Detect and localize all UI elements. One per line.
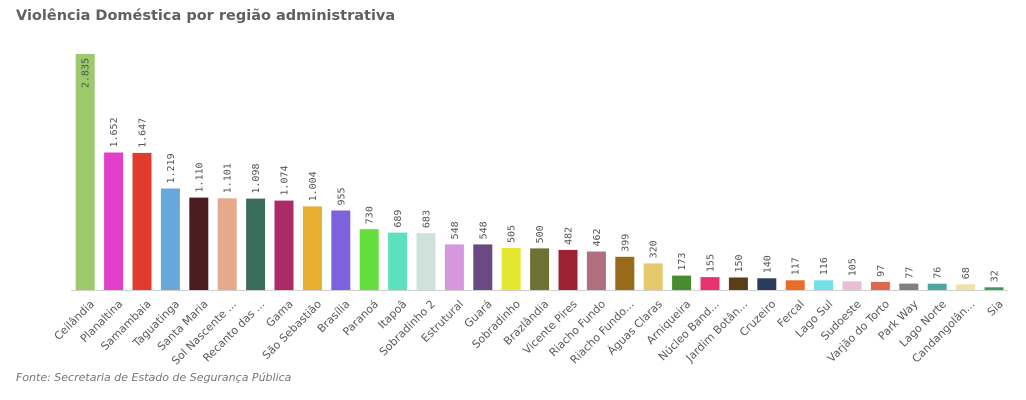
bar[interactable] — [473, 244, 493, 290]
bar-value-label: 548 — [450, 221, 461, 239]
bar[interactable] — [132, 152, 152, 290]
bar[interactable] — [842, 281, 862, 290]
bar-value-label: 689 — [393, 210, 404, 228]
bar-value-label: 155 — [706, 254, 717, 272]
bar[interactable] — [814, 280, 834, 290]
bar-value-label: 140 — [762, 255, 773, 273]
bar-value-label: 76 — [933, 267, 944, 279]
bar[interactable] — [615, 256, 635, 290]
bar[interactable] — [189, 197, 209, 290]
bar[interactable] — [217, 198, 237, 290]
bar[interactable] — [302, 206, 322, 290]
bar-value-label: 548 — [478, 221, 489, 239]
bar-value-label: 117 — [791, 257, 802, 275]
bar-value-label: 730 — [365, 206, 376, 224]
bar[interactable] — [530, 248, 550, 290]
bar-value-label: 1.110 — [194, 162, 205, 192]
bar-value-label: 173 — [677, 253, 688, 271]
bar[interactable] — [956, 284, 976, 290]
bar[interactable] — [558, 249, 578, 290]
bar[interactable] — [444, 244, 464, 290]
bar-value-label: 1.101 — [223, 163, 234, 193]
category-label: Sia — [985, 298, 1006, 319]
bar-value-label: 955 — [336, 187, 347, 205]
bar[interactable] — [104, 152, 124, 291]
bar-value-label: 116 — [819, 257, 830, 275]
bar[interactable] — [785, 280, 805, 290]
bar-value-label: 2.835 — [81, 58, 92, 88]
bar-value-label: 77 — [904, 267, 915, 279]
bar[interactable] — [927, 283, 947, 290]
bar[interactable] — [359, 229, 379, 290]
bar-value-label: 1.647 — [138, 118, 149, 148]
bar-value-label: 105 — [848, 258, 859, 276]
bar[interactable] — [757, 278, 777, 290]
bar[interactable] — [416, 233, 436, 290]
bar-value-label: 500 — [535, 225, 546, 243]
bar[interactable] — [643, 263, 663, 290]
category-labels-layer: CeilândiaPlanaltinaSamambaiaTaguatingaSa… — [52, 297, 1006, 367]
bar-value-label: 97 — [876, 265, 887, 277]
bar[interactable] — [899, 283, 919, 290]
bar[interactable] — [75, 54, 95, 290]
bar-value-label: 1.004 — [308, 171, 319, 201]
bar-value-label: 320 — [649, 240, 660, 258]
bar-value-label: 1.652 — [109, 117, 120, 147]
bar[interactable] — [501, 248, 521, 290]
bar[interactable] — [274, 200, 294, 290]
bar-value-label: 399 — [620, 234, 631, 252]
bar[interactable] — [160, 188, 180, 291]
bar[interactable] — [331, 210, 351, 291]
bar-value-label: 482 — [564, 227, 575, 245]
bar-value-label: 32 — [990, 270, 1001, 282]
bar[interactable] — [984, 287, 1004, 290]
bar[interactable] — [700, 277, 720, 290]
source-note: Fonte: Secretaria de Estado de Segurança… — [16, 371, 292, 384]
bar-value-label: 683 — [422, 210, 433, 228]
bar-value-label: 505 — [507, 225, 518, 243]
bar-value-label: 68 — [961, 267, 972, 279]
bar-value-label: 1.098 — [251, 163, 262, 193]
bar-value-label: 1.074 — [280, 165, 291, 195]
chart-title: Violência Doméstica por região administr… — [16, 8, 396, 24]
bars-layer: 2.835 1.652 1.647 1.219 1.110 1.101 1.098 1.074… — [75, 54, 1004, 291]
bar[interactable] — [586, 251, 606, 291]
bar[interactable] — [388, 232, 408, 290]
bar-value-label: 150 — [734, 254, 745, 272]
bar-value-label: 1.219 — [166, 153, 177, 183]
bar[interactable] — [870, 281, 890, 290]
bar[interactable] — [672, 275, 692, 290]
bar-value-label: 462 — [592, 228, 603, 246]
bar[interactable] — [728, 277, 748, 291]
bar[interactable] — [246, 198, 266, 290]
